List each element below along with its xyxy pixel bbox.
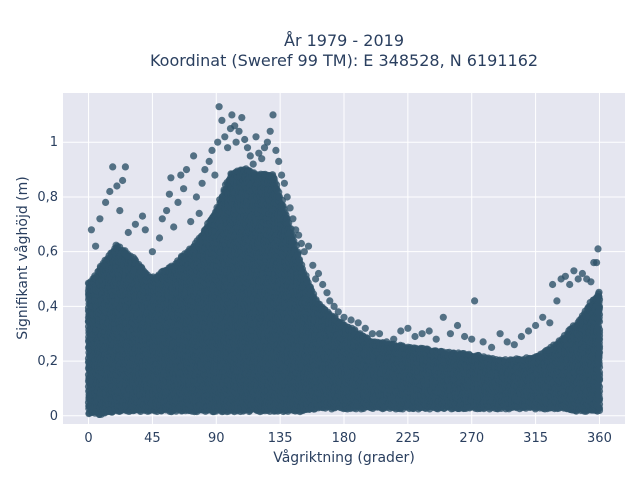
chart-title-line-1: År 1979 - 2019 [284,31,404,50]
chart-title-line-2: Koordinat (Sweref 99 TM): E 348528, N 61… [150,51,538,70]
data-points [84,103,604,418]
